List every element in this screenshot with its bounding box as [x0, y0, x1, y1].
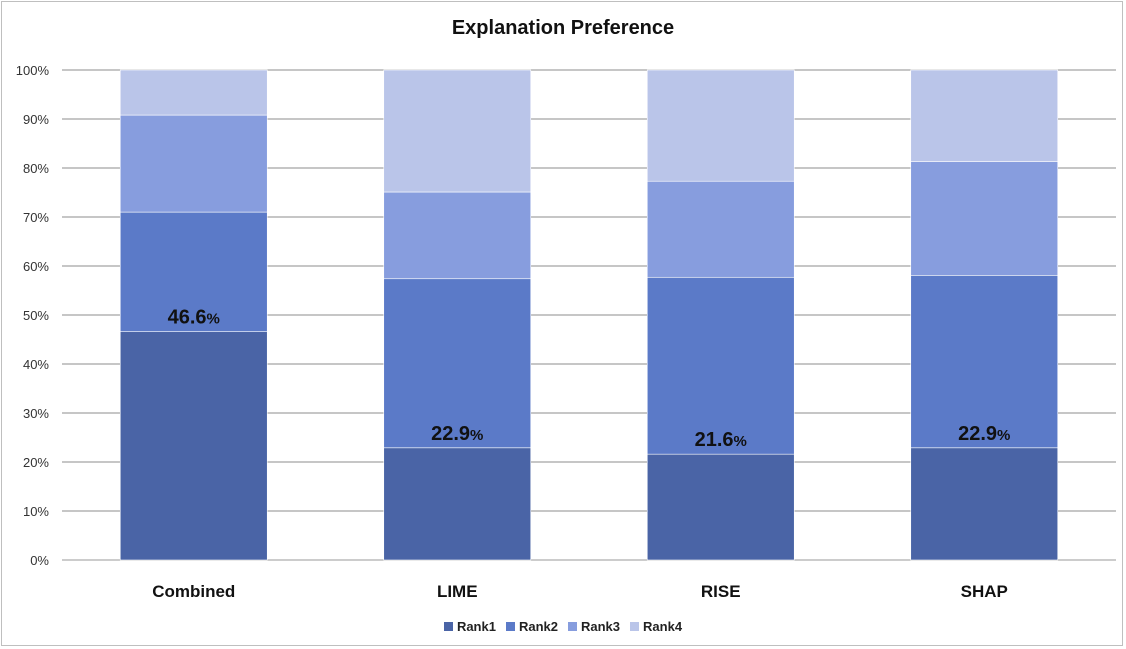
y-tick-label: 0% — [30, 553, 49, 568]
legend-label: Rank1 — [456, 619, 496, 634]
y-tick-label: 90% — [23, 112, 49, 127]
bar-segment-rank1 — [646, 453, 795, 561]
bar-segment-rank2 — [910, 275, 1059, 449]
legend-swatch — [505, 622, 515, 631]
bar-segment-rank1 — [119, 331, 268, 561]
legend-swatch — [568, 622, 577, 631]
legend-label: Rank4 — [643, 619, 683, 634]
y-tick-label: 40% — [23, 357, 49, 372]
chart-title: Explanation Preference — [451, 17, 675, 39]
y-tick-label: 100% — [16, 63, 50, 78]
data-label: 21.6% — [695, 429, 747, 451]
category-label: Combined — [152, 582, 235, 601]
bar-segment-rank3 — [646, 180, 795, 278]
legend-label: Rank3 — [581, 619, 621, 634]
y-tick-label: 80% — [23, 161, 49, 176]
y-tick-label: 60% — [23, 259, 49, 274]
y-tick-label: 70% — [23, 210, 49, 225]
bar-segment-rank4 — [119, 69, 268, 116]
data-label: 46.6% — [168, 307, 220, 329]
y-tick-label: 50% — [23, 308, 49, 323]
data-label: 22.9% — [431, 423, 483, 445]
bar-segment-rank4 — [910, 69, 1059, 162]
bar-segment-rank2 — [646, 276, 795, 455]
bar-segment-rank2 — [119, 211, 268, 332]
legend-swatch — [630, 622, 640, 631]
bar-segment-rank4 — [646, 69, 795, 182]
bar-segment-rank1 — [910, 447, 1059, 561]
legend-item-rank1: Rank1 — [443, 619, 496, 634]
legend-item-rank3: Rank3 — [568, 619, 620, 634]
y-tick-label: 30% — [23, 406, 49, 421]
bar-segment-rank4 — [383, 69, 532, 193]
legend-item-rank2: Rank2 — [505, 619, 558, 634]
y-tick-label: 10% — [23, 504, 49, 519]
legend-label: Rank2 — [518, 619, 558, 634]
category-label: LIME — [437, 582, 478, 601]
legend: Rank1 Rank2 Rank3 Rank4 — [0, 619, 1126, 634]
bar-segment-rank1 — [383, 447, 532, 561]
legend-swatch — [443, 622, 453, 631]
category-label: SHAP — [961, 582, 1008, 601]
legend-item-rank4: Rank4 — [630, 619, 682, 634]
category-label: RISE — [701, 582, 741, 601]
data-label: 22.9% — [958, 423, 1010, 445]
bar-segment-rank3 — [910, 161, 1059, 276]
bar-segment-rank2 — [383, 278, 532, 449]
y-tick-label: 20% — [23, 455, 49, 470]
bar-segment-rank3 — [383, 191, 532, 280]
bar-segment-rank3 — [119, 114, 268, 213]
